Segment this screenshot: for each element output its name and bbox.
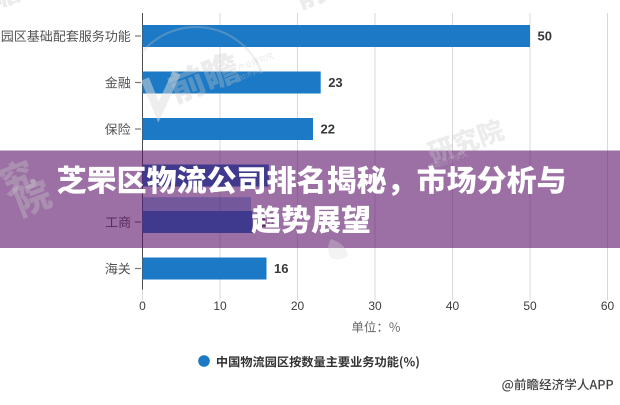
svg-text:22: 22: [321, 122, 335, 137]
svg-text:50: 50: [538, 29, 552, 44]
svg-text:0: 0: [139, 299, 146, 313]
svg-text:60: 60: [601, 299, 615, 313]
svg-text:50: 50: [523, 299, 537, 313]
svg-text:40: 40: [446, 299, 460, 313]
svg-text:16: 16: [274, 261, 288, 276]
svg-text:30: 30: [368, 299, 382, 313]
svg-text:20: 20: [291, 299, 305, 313]
svg-text:10: 10: [213, 299, 227, 313]
svg-text:23: 23: [328, 75, 342, 90]
